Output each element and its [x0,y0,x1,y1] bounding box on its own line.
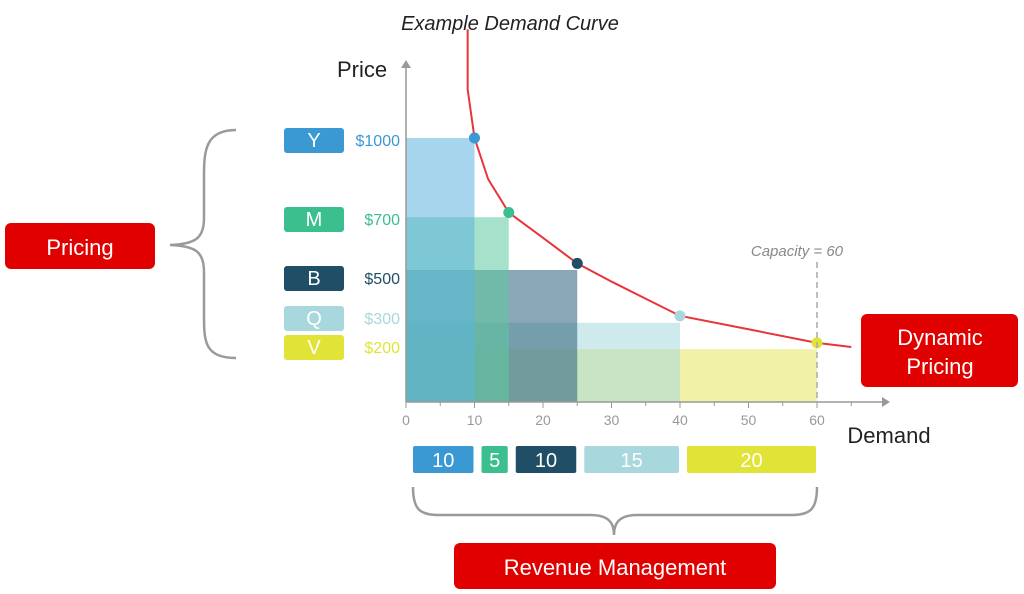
capacity-label: Capacity = 60 [751,243,844,260]
quantity-label-v: 20 [740,450,762,472]
x-tick-label: 0 [402,412,410,428]
fare-class-price-v: $200 [364,340,400,357]
quantity-segment-y [413,446,474,473]
curve-point-y [469,132,480,144]
dynamic-pricing-label-line1: Dynamic [897,325,983,350]
quantity-segment-b [515,446,577,473]
pricing-brace [169,128,237,360]
quantity-bar: 10 5 10 15 20 [413,446,816,473]
x-tick-label: 10 [467,412,483,428]
x-tick-label: 20 [535,412,551,428]
fare-class-box-b [284,266,344,291]
dynamic-pricing-callout [861,314,1018,387]
quantity-label-y: 10 [432,450,454,472]
fare-class-box-m [284,207,344,232]
fare-class-box-q [284,306,344,331]
x-tick-label: 60 [809,412,825,428]
fare-class-name-q: Q [306,308,322,330]
x-axis-label: Demand [847,423,930,448]
dynamic-pricing-label-line2: Pricing [906,354,973,379]
quantity-segment-q [584,446,679,473]
fare-class-box-y [284,128,344,153]
x-tick-label: 30 [604,412,620,428]
revenue-blocks [406,138,817,402]
curve-point-b [571,257,583,269]
x-tick-label: 50 [741,412,757,428]
revenue-block-y [406,138,475,402]
y-axis-label: Price [337,57,387,82]
x-axis-arrow [882,397,890,407]
x-tick-label: 40 [672,412,688,428]
fare-class-labels: Y $1000 M $700 B $500 Q $300 V $200 [284,128,400,360]
revenue-management-brace [411,486,819,536]
curve-points [469,132,823,349]
y-axis-arrow [401,60,411,68]
quantity-segment-v [687,446,816,473]
quantity-label-b: 10 [535,450,557,472]
pricing-callout-label: Pricing [46,235,113,260]
x-ticks: 0 10 20 30 40 50 60 [402,402,852,428]
curve-point-q [674,310,686,322]
fare-class-name-y: Y [307,130,320,152]
curve-point-m [503,207,515,219]
pricing-callout [5,223,155,269]
quantity-label-q: 15 [621,450,643,472]
fare-class-name-v: V [307,337,321,359]
fare-class-price-b: $500 [364,271,400,288]
fare-class-name-b: B [307,268,320,290]
demand-curve [466,29,852,349]
fare-class-name-m: M [306,209,323,231]
fare-class-price-m: $700 [364,212,400,229]
fare-class-price-y: $1000 [356,133,401,150]
fare-class-box-v [284,335,344,360]
chart-axes [401,60,890,407]
quantity-segment-m [481,446,508,473]
revenue-management-callout [454,543,776,589]
fare-class-price-q: $300 [364,311,400,328]
revenue-management-label: Revenue Management [504,555,727,580]
chart-title: Example Demand Curve [401,13,619,35]
quantity-label-m: 5 [489,450,500,472]
